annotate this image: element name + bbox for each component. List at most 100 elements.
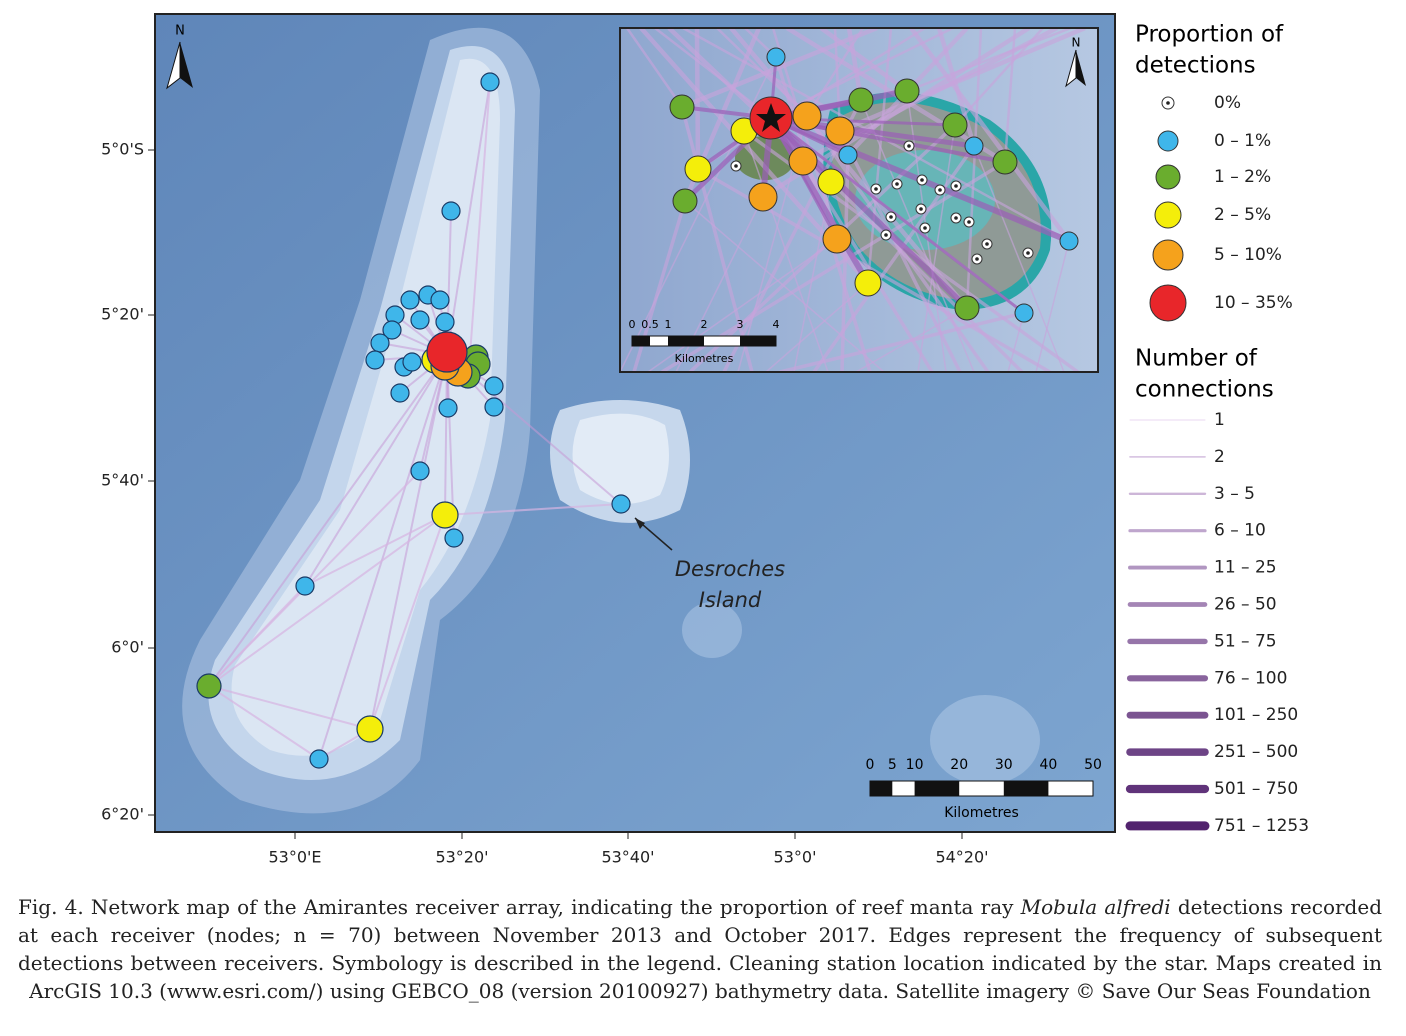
receiver-node	[669, 94, 695, 120]
species-name: Mobula alfredi	[1020, 895, 1171, 919]
legend-symbol	[1152, 239, 1184, 271]
receiver-node	[435, 312, 455, 332]
network-edge	[1035, 240, 1070, 372]
scale-label: 1	[665, 318, 672, 331]
legend-symbol	[1157, 130, 1179, 152]
scale-label: 20	[950, 757, 968, 773]
receiver-node	[295, 576, 315, 596]
network-edge	[681, 28, 878, 110]
receiver-dot	[889, 215, 893, 219]
legend-symbol	[1149, 284, 1187, 322]
scale-bar: 0 5 10 20 30 40 50 Kilometres	[866, 757, 1102, 821]
legend-label: 51 – 75	[1214, 631, 1277, 651]
receiver-dot	[1026, 251, 1030, 255]
receiver-node	[848, 87, 874, 113]
axes: 5°0'S 5°20' 5°40' 6°0' 6°20' 53°0'E 53°20' 53°4…	[101, 140, 989, 867]
receiver-node	[390, 383, 410, 403]
receiver-node	[480, 72, 500, 92]
map-frame	[154, 13, 1116, 833]
network-edge	[208, 685, 320, 760]
scale-label: 4	[773, 318, 780, 331]
network-edge	[208, 354, 448, 687]
receiver-node	[356, 715, 384, 743]
receiver-node	[196, 673, 222, 699]
receiver-node	[430, 290, 450, 310]
inset-map: N 0 0.5 1 2 3 4 Kilometres	[620, 28, 1098, 372]
receiver-node	[484, 376, 504, 396]
network-edge	[909, 28, 1071, 243]
receiver-dot	[985, 242, 989, 246]
scale-bar: 0 0.5 1 2 3 4 Kilometres	[629, 318, 780, 365]
legend-title: Proportion of	[1135, 22, 1284, 48]
network-edge	[829, 180, 1024, 372]
receiver-node	[838, 145, 858, 165]
lat-label: 6°0'	[111, 638, 144, 657]
network-edge	[936, 28, 977, 147]
legend-title: Number of	[1135, 346, 1258, 372]
legend-symbol	[1155, 164, 1181, 190]
north-arrow	[180, 42, 193, 88]
network-edge	[769, 117, 839, 240]
legend-label: 101 – 250	[1214, 705, 1298, 725]
network-edge	[906, 28, 1072, 93]
receiver-node	[309, 749, 329, 769]
network-edge	[318, 354, 448, 760]
network-edge	[688, 123, 957, 372]
receiver-node	[854, 269, 882, 297]
network-edge	[694, 28, 701, 170]
receiver-node	[438, 398, 458, 418]
receiver-node	[942, 112, 968, 138]
network-edge	[917, 124, 956, 372]
scale-segment	[632, 336, 650, 346]
legend-label: 0 – 1%	[1214, 131, 1271, 151]
network-edge	[779, 311, 1025, 372]
legend-label: 2	[1214, 447, 1225, 467]
scale-label: 30	[995, 757, 1013, 773]
network-edge	[304, 514, 446, 587]
scale-label: 0	[629, 318, 636, 331]
scale-unit: Kilometres	[944, 805, 1019, 821]
receiver-node	[441, 201, 461, 221]
receiver-node	[822, 224, 852, 254]
network-edge	[208, 470, 421, 687]
receiver-node	[825, 116, 855, 146]
receiver-dot	[919, 207, 923, 211]
scale-segment	[914, 781, 960, 796]
scale-unit: Kilometres	[675, 352, 734, 365]
caption-text: Fig. 4. Network map of the Amirantes rec…	[18, 895, 1021, 919]
receiver-node	[792, 101, 822, 131]
network-edge	[743, 130, 829, 372]
legend-label: 2 – 5%	[1214, 205, 1271, 225]
network-edge	[469, 81, 491, 356]
legend-label: 1 – 2%	[1214, 167, 1271, 187]
scale-segment	[1003, 781, 1049, 796]
scale-label: 3	[737, 318, 744, 331]
network-edge	[770, 116, 1025, 315]
legend-label: 6 – 10	[1214, 521, 1266, 541]
network-edge	[625, 28, 684, 108]
receiver-node	[484, 397, 504, 417]
network-edge	[866, 28, 893, 284]
receiver-dot	[954, 184, 958, 188]
north-arrow	[1076, 50, 1086, 86]
receiver-dot	[923, 226, 927, 230]
lon-label: 53°40'	[601, 848, 654, 867]
lat-label: 6°20'	[101, 805, 144, 824]
legend-label: 0%	[1214, 93, 1241, 113]
receiver-nodes	[196, 72, 631, 769]
legend-label: 5 – 10%	[1214, 245, 1282, 265]
legend-label: 10 – 35%	[1214, 293, 1293, 313]
receiver-dot	[954, 216, 958, 220]
lon-label: 54°20'	[935, 848, 988, 867]
north-label: N	[175, 24, 185, 39]
receiver-node	[964, 136, 984, 156]
receiver-node	[431, 501, 459, 529]
receiver-dot	[907, 144, 911, 148]
legend-label: 76 – 100	[1214, 668, 1287, 688]
scale-label: 50	[1084, 757, 1102, 773]
scale-label: 0.5	[641, 318, 659, 331]
figure: Desroches Island N 0 5 10 20 30 40 50Kilometre…	[101, 13, 1309, 867]
legend-title: connections	[1135, 377, 1274, 403]
network-edge	[369, 514, 446, 730]
